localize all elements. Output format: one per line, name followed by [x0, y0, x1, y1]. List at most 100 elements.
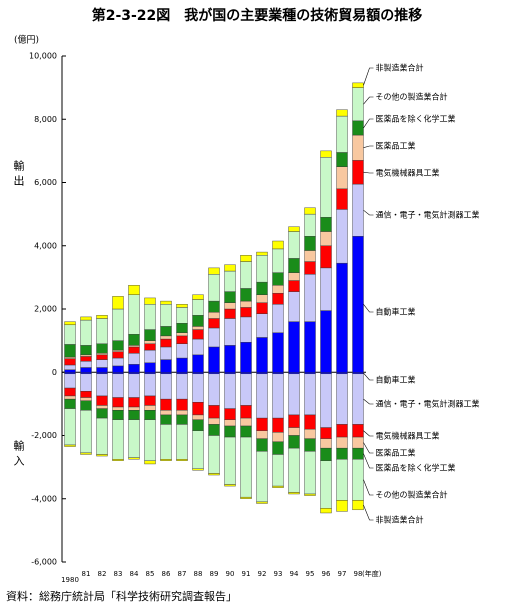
bar-segment	[320, 460, 332, 509]
bar-segment	[224, 308, 236, 319]
bar-segment	[208, 346, 220, 373]
bar-segment	[112, 419, 124, 460]
bar-segment	[272, 432, 284, 443]
bar-segment	[80, 373, 92, 392]
bar-segment	[128, 364, 140, 373]
bar-segment	[112, 340, 124, 351]
bar-segment	[336, 152, 348, 167]
bar-segment	[160, 424, 172, 460]
bar-segment	[320, 372, 332, 375]
legend-label: 電気機械器具工業	[376, 431, 440, 441]
bar-segment	[80, 345, 92, 356]
bar-segment	[272, 485, 284, 488]
bar-segment	[144, 372, 156, 375]
bar-segment	[112, 397, 124, 408]
source: 資料：総務庁統計局「科学技術研究調査報告」	[6, 589, 237, 603]
legend-label: 自動車工業	[376, 375, 416, 385]
bar-segment	[144, 343, 156, 351]
bar-segment	[192, 329, 204, 340]
bar-segment	[160, 346, 172, 360]
bar-segment	[96, 454, 108, 457]
bar-segment	[128, 285, 140, 295]
bar-segment	[288, 231, 300, 259]
bar-segment	[112, 459, 124, 461]
bar-segment	[96, 405, 108, 409]
bar-segment	[256, 251, 268, 256]
bar-segment	[256, 372, 268, 375]
x-tick-label: 87	[178, 570, 187, 578]
bar-segment	[64, 444, 76, 447]
leader-line	[363, 96, 374, 105]
x-tick-label: 84	[130, 570, 139, 578]
bar-segment	[80, 356, 92, 362]
bar-segment	[336, 459, 348, 501]
bar-segment	[288, 280, 300, 292]
bar-segment	[176, 398, 188, 411]
leader-line	[363, 145, 374, 149]
bar-segment	[208, 417, 220, 425]
bar-segment	[320, 267, 332, 311]
bar-segment	[160, 304, 172, 327]
bar-segment	[144, 349, 156, 363]
bar-segment	[352, 82, 364, 88]
import-label: 輸入	[12, 439, 25, 470]
y-tick-label: -4,000	[31, 494, 57, 503]
bar-segment	[64, 408, 76, 446]
y-tick-label: 0	[52, 368, 57, 377]
bar-segment	[336, 436, 348, 449]
bar-segment	[80, 319, 92, 346]
bar-segment	[240, 436, 252, 498]
bar-segment	[64, 373, 76, 389]
bar-segment	[224, 408, 236, 420]
bar-segment	[112, 349, 124, 352]
bar-segment	[80, 452, 92, 455]
bar-segment	[160, 410, 172, 416]
x-tick-label: 90	[226, 570, 235, 578]
y-tick-label: 10,000	[29, 52, 57, 61]
bar-segment	[192, 299, 204, 316]
bar-segment	[272, 441, 284, 455]
bar-segment	[208, 424, 220, 436]
bar-segment	[64, 358, 76, 366]
bar-segment	[304, 261, 316, 275]
bar-segment	[192, 468, 204, 471]
bar-segment	[96, 395, 108, 406]
x-tick-label: 91	[242, 570, 251, 578]
y-tick-label: 4,000	[34, 241, 57, 250]
bar-segment	[144, 460, 156, 465]
bar-segment	[192, 402, 204, 416]
x-tick-label: 86	[162, 570, 171, 578]
bar-segment	[64, 372, 76, 375]
x-tick-label: 97	[338, 570, 347, 578]
bar-segment	[160, 398, 172, 411]
export-label: 輸出	[12, 159, 25, 190]
bar-segment	[176, 372, 188, 375]
bar-segment	[80, 372, 92, 375]
bar-segment	[208, 300, 220, 313]
bar-segment	[80, 391, 92, 398]
bar-segment	[240, 307, 252, 318]
bar-segment	[304, 451, 316, 495]
bar-segment	[80, 400, 92, 411]
bar-segment	[336, 115, 348, 153]
bar-segment	[208, 318, 220, 329]
bar-segment	[96, 318, 108, 344]
bar-segment	[256, 255, 268, 283]
bar-segment	[208, 373, 220, 406]
bar-segment	[240, 372, 252, 375]
legend-label: 通信・電子・電気計測器工業	[376, 399, 480, 409]
bar-segment	[144, 419, 156, 461]
bar-segment	[304, 372, 316, 375]
bar-segment	[352, 183, 364, 237]
bar-segment	[160, 373, 172, 400]
bar-segment	[240, 405, 252, 419]
y-tick-label: -6,000	[31, 558, 57, 567]
bar-segment	[192, 419, 204, 431]
bar-segment	[352, 236, 364, 373]
bar-segment	[160, 459, 172, 461]
legend-label: 電気機械器具工業	[376, 168, 440, 178]
bar-segment	[240, 425, 252, 438]
bar-segment	[336, 447, 348, 460]
bar-segment	[288, 492, 300, 495]
